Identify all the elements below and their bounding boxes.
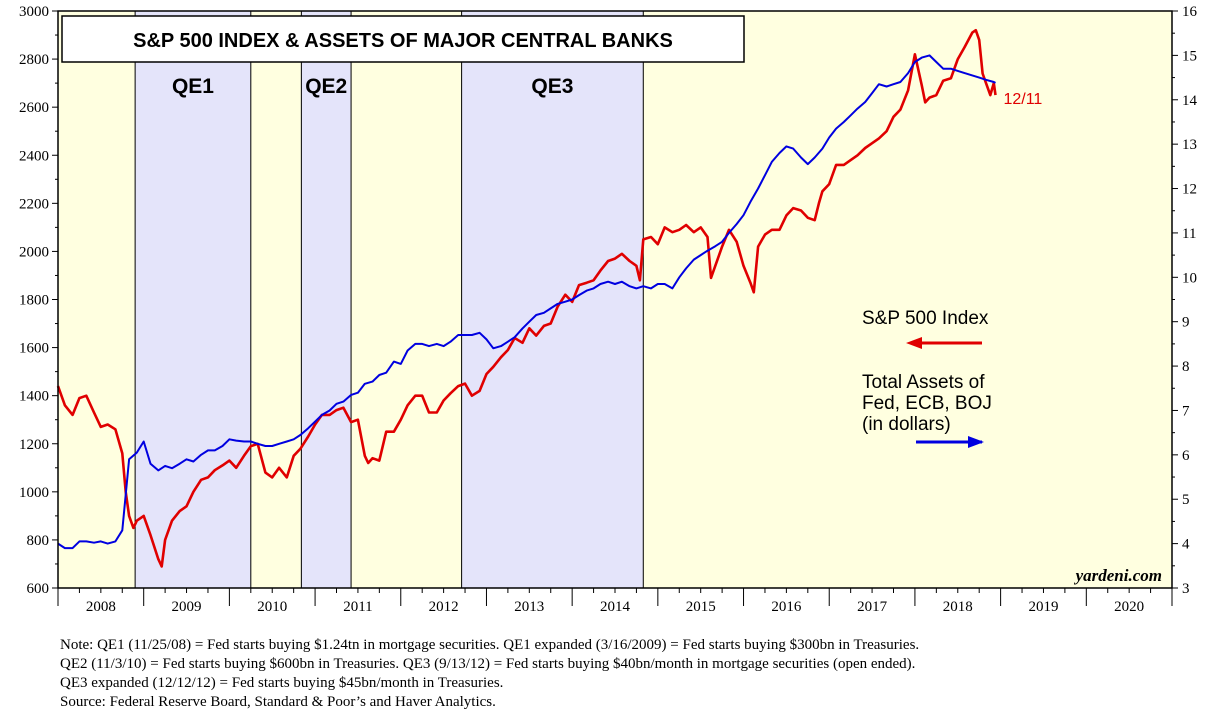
chart-title-box: S&P 500 INDEX & ASSETS OF MAJOR CENTRAL … bbox=[61, 15, 745, 63]
x-tick-label: 2019 bbox=[1028, 599, 1058, 615]
right-tick-label: 4 bbox=[1182, 537, 1190, 553]
right-tick-label: 5 bbox=[1182, 492, 1190, 508]
x-tick-label: 2017 bbox=[857, 599, 888, 615]
sp500-line bbox=[56, 28, 997, 568]
right-tick-label: 13 bbox=[1182, 137, 1197, 153]
x-tick-label: 2020 bbox=[1114, 599, 1144, 615]
central-bank-assets-line bbox=[57, 54, 996, 550]
left-tick-label: 800 bbox=[27, 533, 50, 549]
legend-text: S&P 500 Index bbox=[862, 308, 989, 329]
note-line-2: QE2 (11/3/10) = Fed starts buying $600bn… bbox=[60, 656, 916, 672]
x-tick-label: 2018 bbox=[943, 599, 973, 615]
legend-text: (in dollars) bbox=[862, 414, 951, 435]
chart: QE1 QE2 QE3 600 800 1000 1200 1400 1600 1800 2000… bbox=[19, 4, 1198, 615]
x-tick-label: 2008 bbox=[86, 599, 116, 615]
chart-title: S&P 500 INDEX & ASSETS OF MAJOR CENTRAL … bbox=[133, 30, 673, 52]
left-tick-label: 1800 bbox=[19, 293, 49, 309]
legend-arrowhead bbox=[906, 337, 922, 349]
x-tick-label: 2012 bbox=[429, 599, 459, 615]
shade-label-qe2: QE2 bbox=[305, 75, 347, 98]
right-tick-label: 14 bbox=[1182, 93, 1198, 109]
x-tick-label: 2014 bbox=[600, 599, 631, 615]
legend-text: Total Assets of bbox=[862, 372, 985, 393]
right-tick-label: 8 bbox=[1182, 359, 1190, 375]
note-line-3: QE3 expanded (12/12/12) = Fed starts buy… bbox=[60, 675, 504, 691]
left-tick-label: 2600 bbox=[19, 100, 49, 116]
right-tick-label: 15 bbox=[1182, 48, 1197, 64]
right-tick-label: 9 bbox=[1182, 315, 1190, 331]
qe-shaded-periods: QE1 QE2 QE3 bbox=[134, 11, 644, 588]
left-tick-label: 1400 bbox=[19, 389, 49, 405]
left-tick-label: 2400 bbox=[19, 148, 49, 164]
left-tick-label: 1600 bbox=[19, 341, 49, 357]
right-tick-label: 11 bbox=[1182, 226, 1196, 242]
right-tick-label: 3 bbox=[1182, 581, 1190, 597]
shade-qe2 bbox=[301, 11, 352, 588]
x-tick-label: 2016 bbox=[771, 599, 802, 615]
right-tick-label: 6 bbox=[1182, 448, 1190, 464]
source-line: Source: Federal Reserve Board, Standard … bbox=[60, 694, 496, 710]
right-tick-label: 7 bbox=[1182, 403, 1190, 419]
note-line-1: Note: QE1 (11/25/08) = Fed starts buying… bbox=[60, 637, 920, 653]
left-tick-label: 2000 bbox=[19, 244, 49, 260]
end-date-label: 12/11 bbox=[1003, 91, 1042, 108]
left-tick-label: 2800 bbox=[19, 52, 49, 68]
right-tick-label: 12 bbox=[1182, 182, 1197, 198]
left-tick-label: 1200 bbox=[19, 437, 49, 453]
legend-text: Fed, ECB, BOJ bbox=[862, 393, 992, 414]
legend-arrowhead bbox=[968, 436, 984, 448]
shade-qe3 bbox=[461, 11, 644, 588]
data-series bbox=[56, 28, 997, 568]
shade-label-qe1: QE1 bbox=[172, 75, 214, 98]
chart-notes: Note: QE1 (11/25/08) = Fed starts buying… bbox=[60, 636, 1210, 712]
x-tick-label: 2015 bbox=[686, 599, 716, 615]
x-axis: 2008 2009 2010 2011 2012 2013 2014 2015 2016 2017… bbox=[57, 588, 1173, 615]
right-tick-label: 10 bbox=[1182, 270, 1197, 286]
brand-watermark: yardeni.com bbox=[1074, 566, 1162, 585]
left-y-axis: 600 800 1000 1200 1400 1600 1800 2000 2200 2400 26… bbox=[19, 4, 58, 597]
left-tick-label: 2200 bbox=[19, 196, 49, 212]
right-y-axis: 3 4 5 6 7 8 9 10 11 12 13 14 15 16 bbox=[1172, 4, 1198, 597]
left-tick-label: 1000 bbox=[19, 485, 49, 501]
left-tick-label: 3000 bbox=[19, 4, 49, 20]
left-tick-label: 600 bbox=[27, 581, 50, 597]
x-tick-label: 2010 bbox=[257, 599, 287, 615]
right-tick-label: 16 bbox=[1182, 4, 1198, 20]
shade-label-qe3: QE3 bbox=[531, 75, 573, 98]
x-tick-label: 2011 bbox=[343, 599, 372, 615]
x-tick-label: 2013 bbox=[514, 599, 544, 615]
x-tick-label: 2009 bbox=[172, 599, 202, 615]
